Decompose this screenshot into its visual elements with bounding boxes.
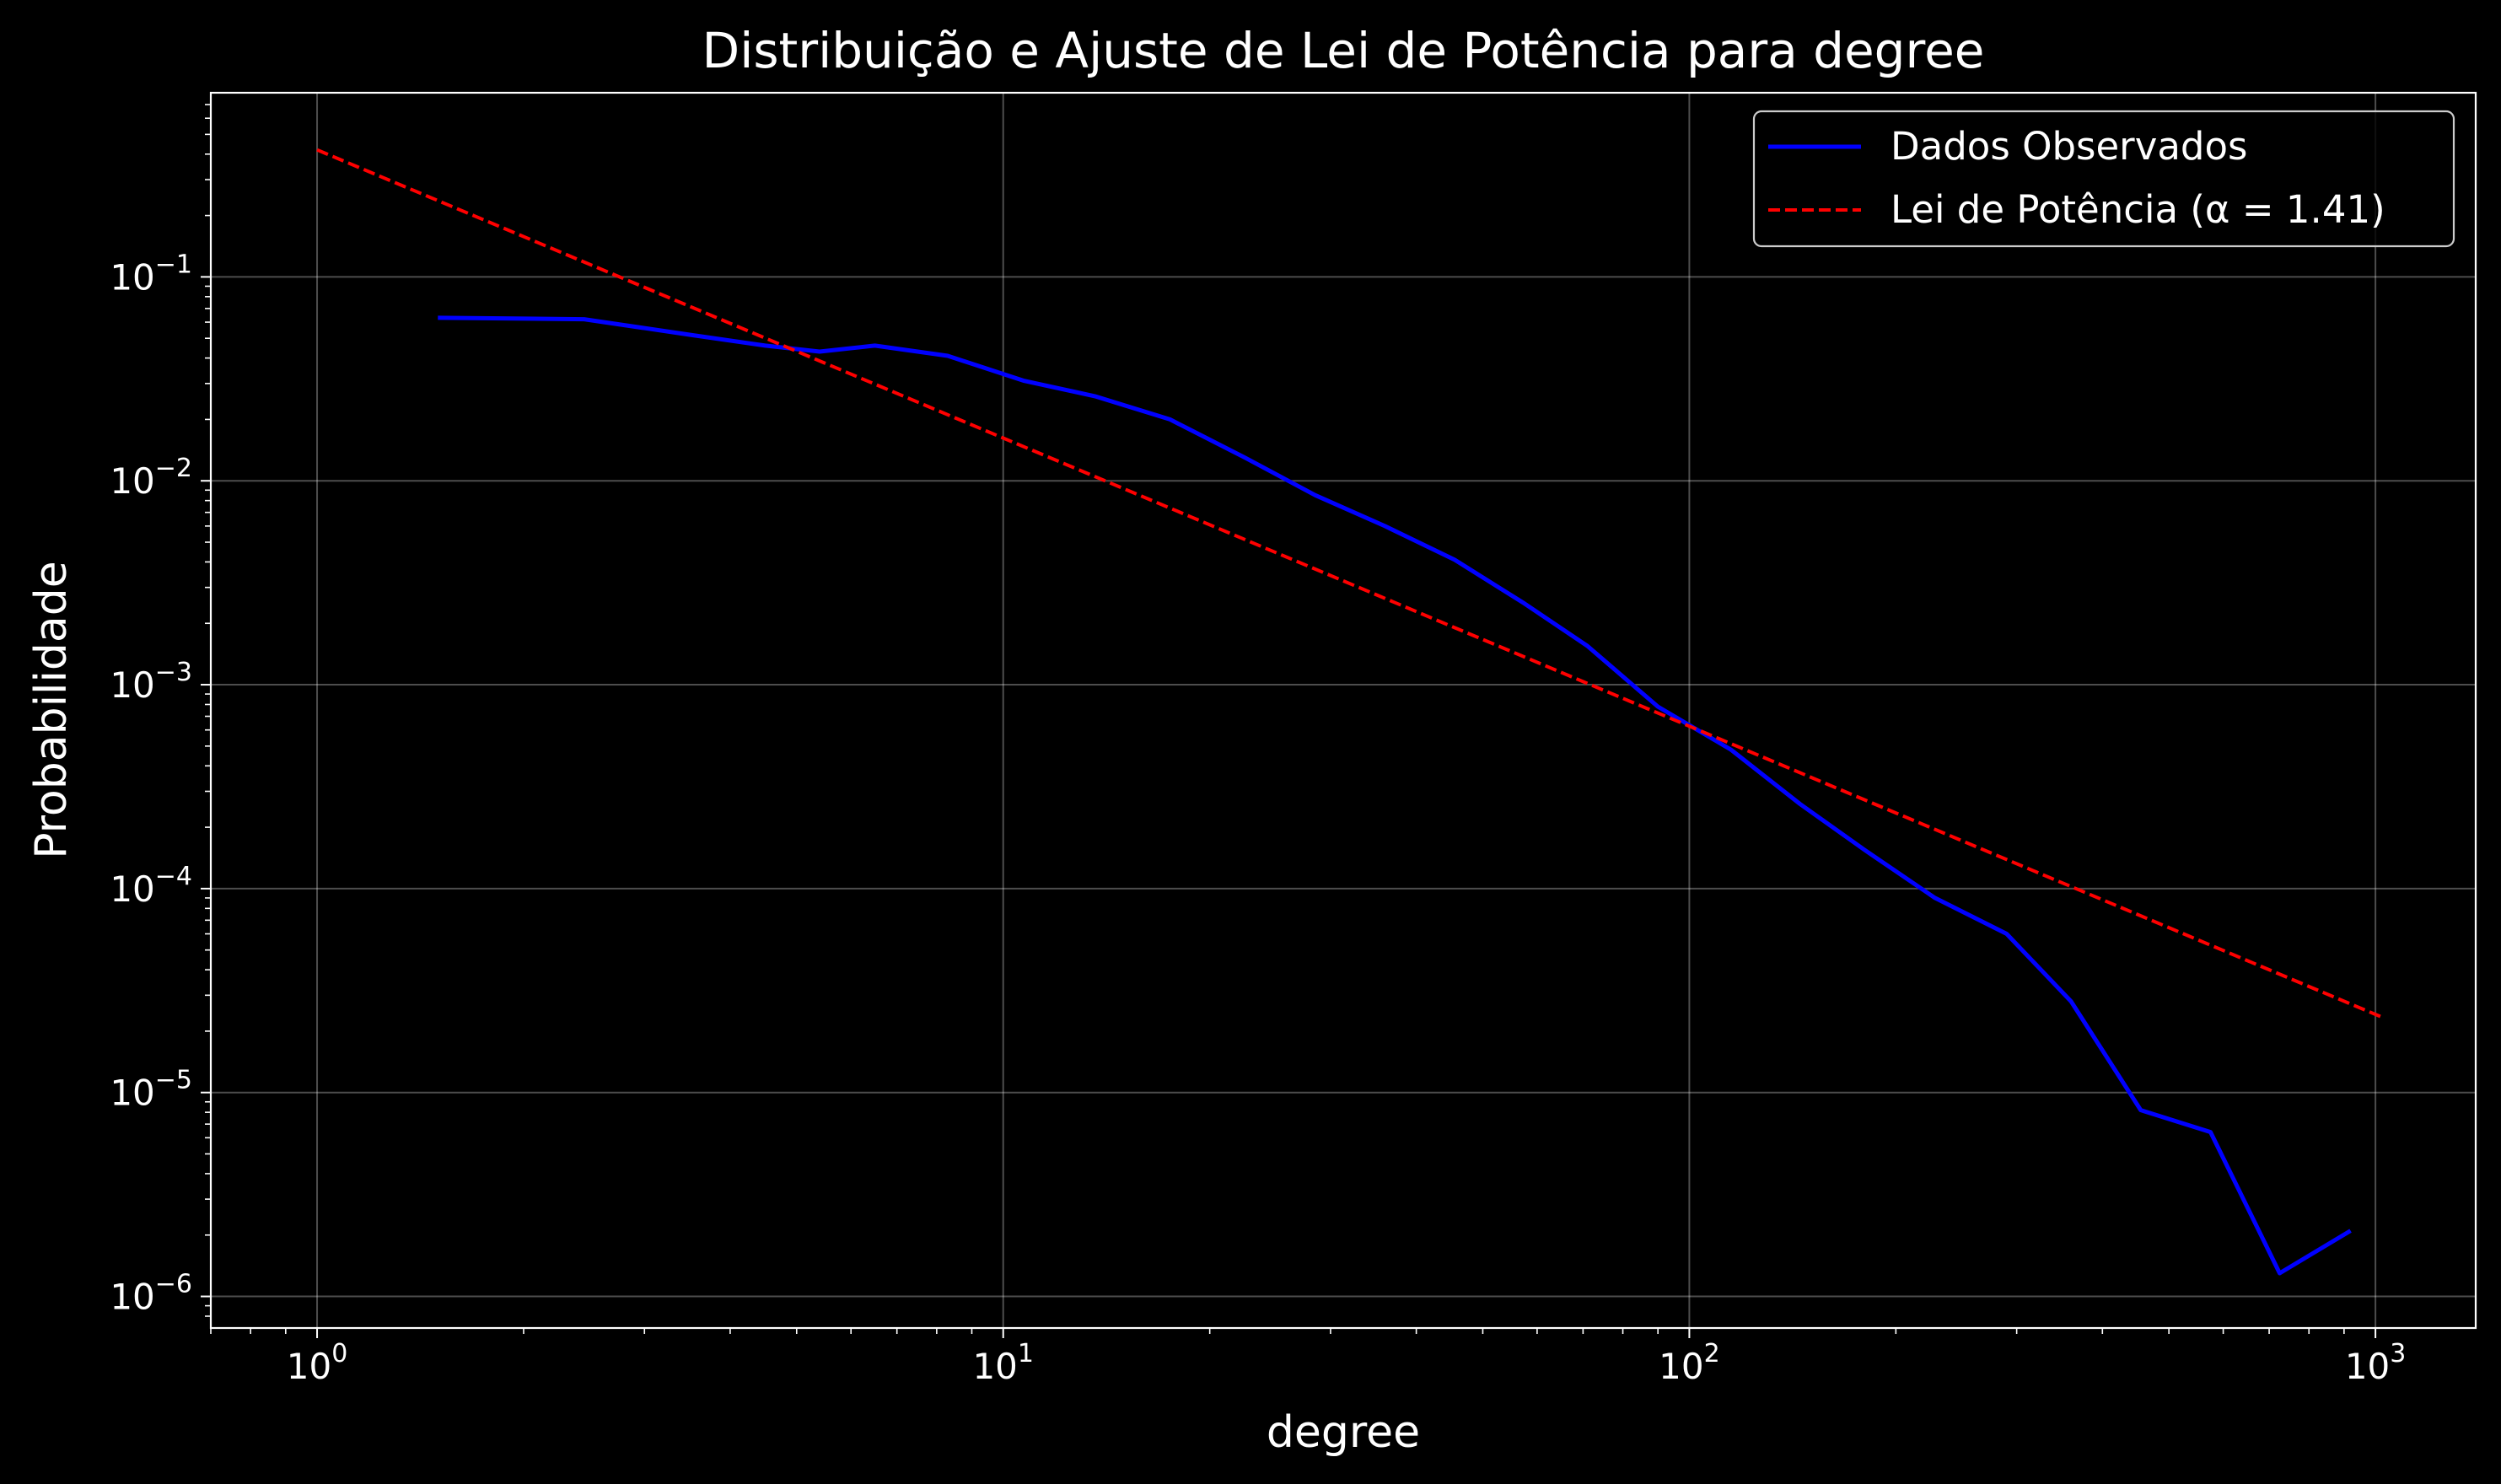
x-tick-label-exponent: 3: [2390, 1339, 2406, 1368]
y-tick-label-base: 10: [110, 256, 154, 298]
minor-ticks: [205, 104, 2345, 1334]
y-tick-label-base: 10: [110, 868, 154, 910]
legend-label-power-law: Lei de Potência (α = 1.41): [1891, 187, 2385, 232]
y-tick-label-base: 10: [110, 460, 154, 502]
y-tick-label: 10−1: [110, 250, 192, 298]
plot-series: [316, 148, 2382, 1276]
y-tick-label-base: 10: [110, 1277, 154, 1318]
y-axis-label: Probabilidade: [26, 561, 77, 859]
chart-title: Distribuição e Ajuste de Lei de Potência…: [702, 22, 1985, 79]
grid: [211, 93, 2476, 1328]
x-tick-label: 102: [1659, 1339, 1720, 1387]
y-tick-label: 10−6: [110, 1270, 192, 1318]
legend: Dados Observados Lei de Potência (α = 1.…: [1752, 110, 2455, 248]
plot-frame: [209, 91, 2477, 1330]
y-tick-label-exponent: −3: [155, 658, 192, 687]
x-tick-label-base: 10: [1659, 1346, 1703, 1387]
y-tick-label-exponent: −2: [155, 454, 192, 483]
legend-box: [1752, 110, 2455, 248]
observed-data-line: [438, 315, 2352, 1276]
y-tick-label-base: 10: [110, 1073, 154, 1114]
y-tick-label: 10−5: [110, 1066, 192, 1114]
y-tick-label: 10−2: [110, 454, 192, 502]
x-axis-label: degree: [1267, 1407, 1420, 1458]
y-axis-ticks: 10−110−210−310−410−510−6: [110, 250, 211, 1318]
x-axis-ticks: 100 101 102 103: [287, 1328, 2407, 1387]
x-tick-label: 101: [972, 1339, 1034, 1387]
y-tick-label-base: 10: [110, 664, 154, 706]
x-tick-label: 103: [2345, 1339, 2407, 1387]
power-law-fit-line: [316, 148, 2382, 1019]
x-tick-label-exponent: 1: [1018, 1339, 1034, 1368]
x-tick-label-base: 10: [287, 1346, 331, 1387]
legend-label-observed: Dados Observados: [1891, 124, 2247, 169]
y-tick-label: 10−3: [110, 658, 192, 706]
x-tick-label-exponent: 0: [331, 1339, 347, 1368]
x-tick-label-exponent: 2: [1704, 1339, 1720, 1368]
x-tick-label-base: 10: [972, 1346, 1017, 1387]
y-tick-label-exponent: −1: [155, 250, 192, 279]
y-tick-label: 10−4: [110, 862, 192, 910]
x-tick-label: 100: [287, 1339, 348, 1387]
y-tick-label-exponent: −5: [155, 1066, 192, 1095]
y-tick-label-exponent: −6: [155, 1270, 192, 1299]
x-tick-label-base: 10: [2345, 1346, 2390, 1387]
y-tick-label-exponent: −4: [155, 862, 192, 891]
